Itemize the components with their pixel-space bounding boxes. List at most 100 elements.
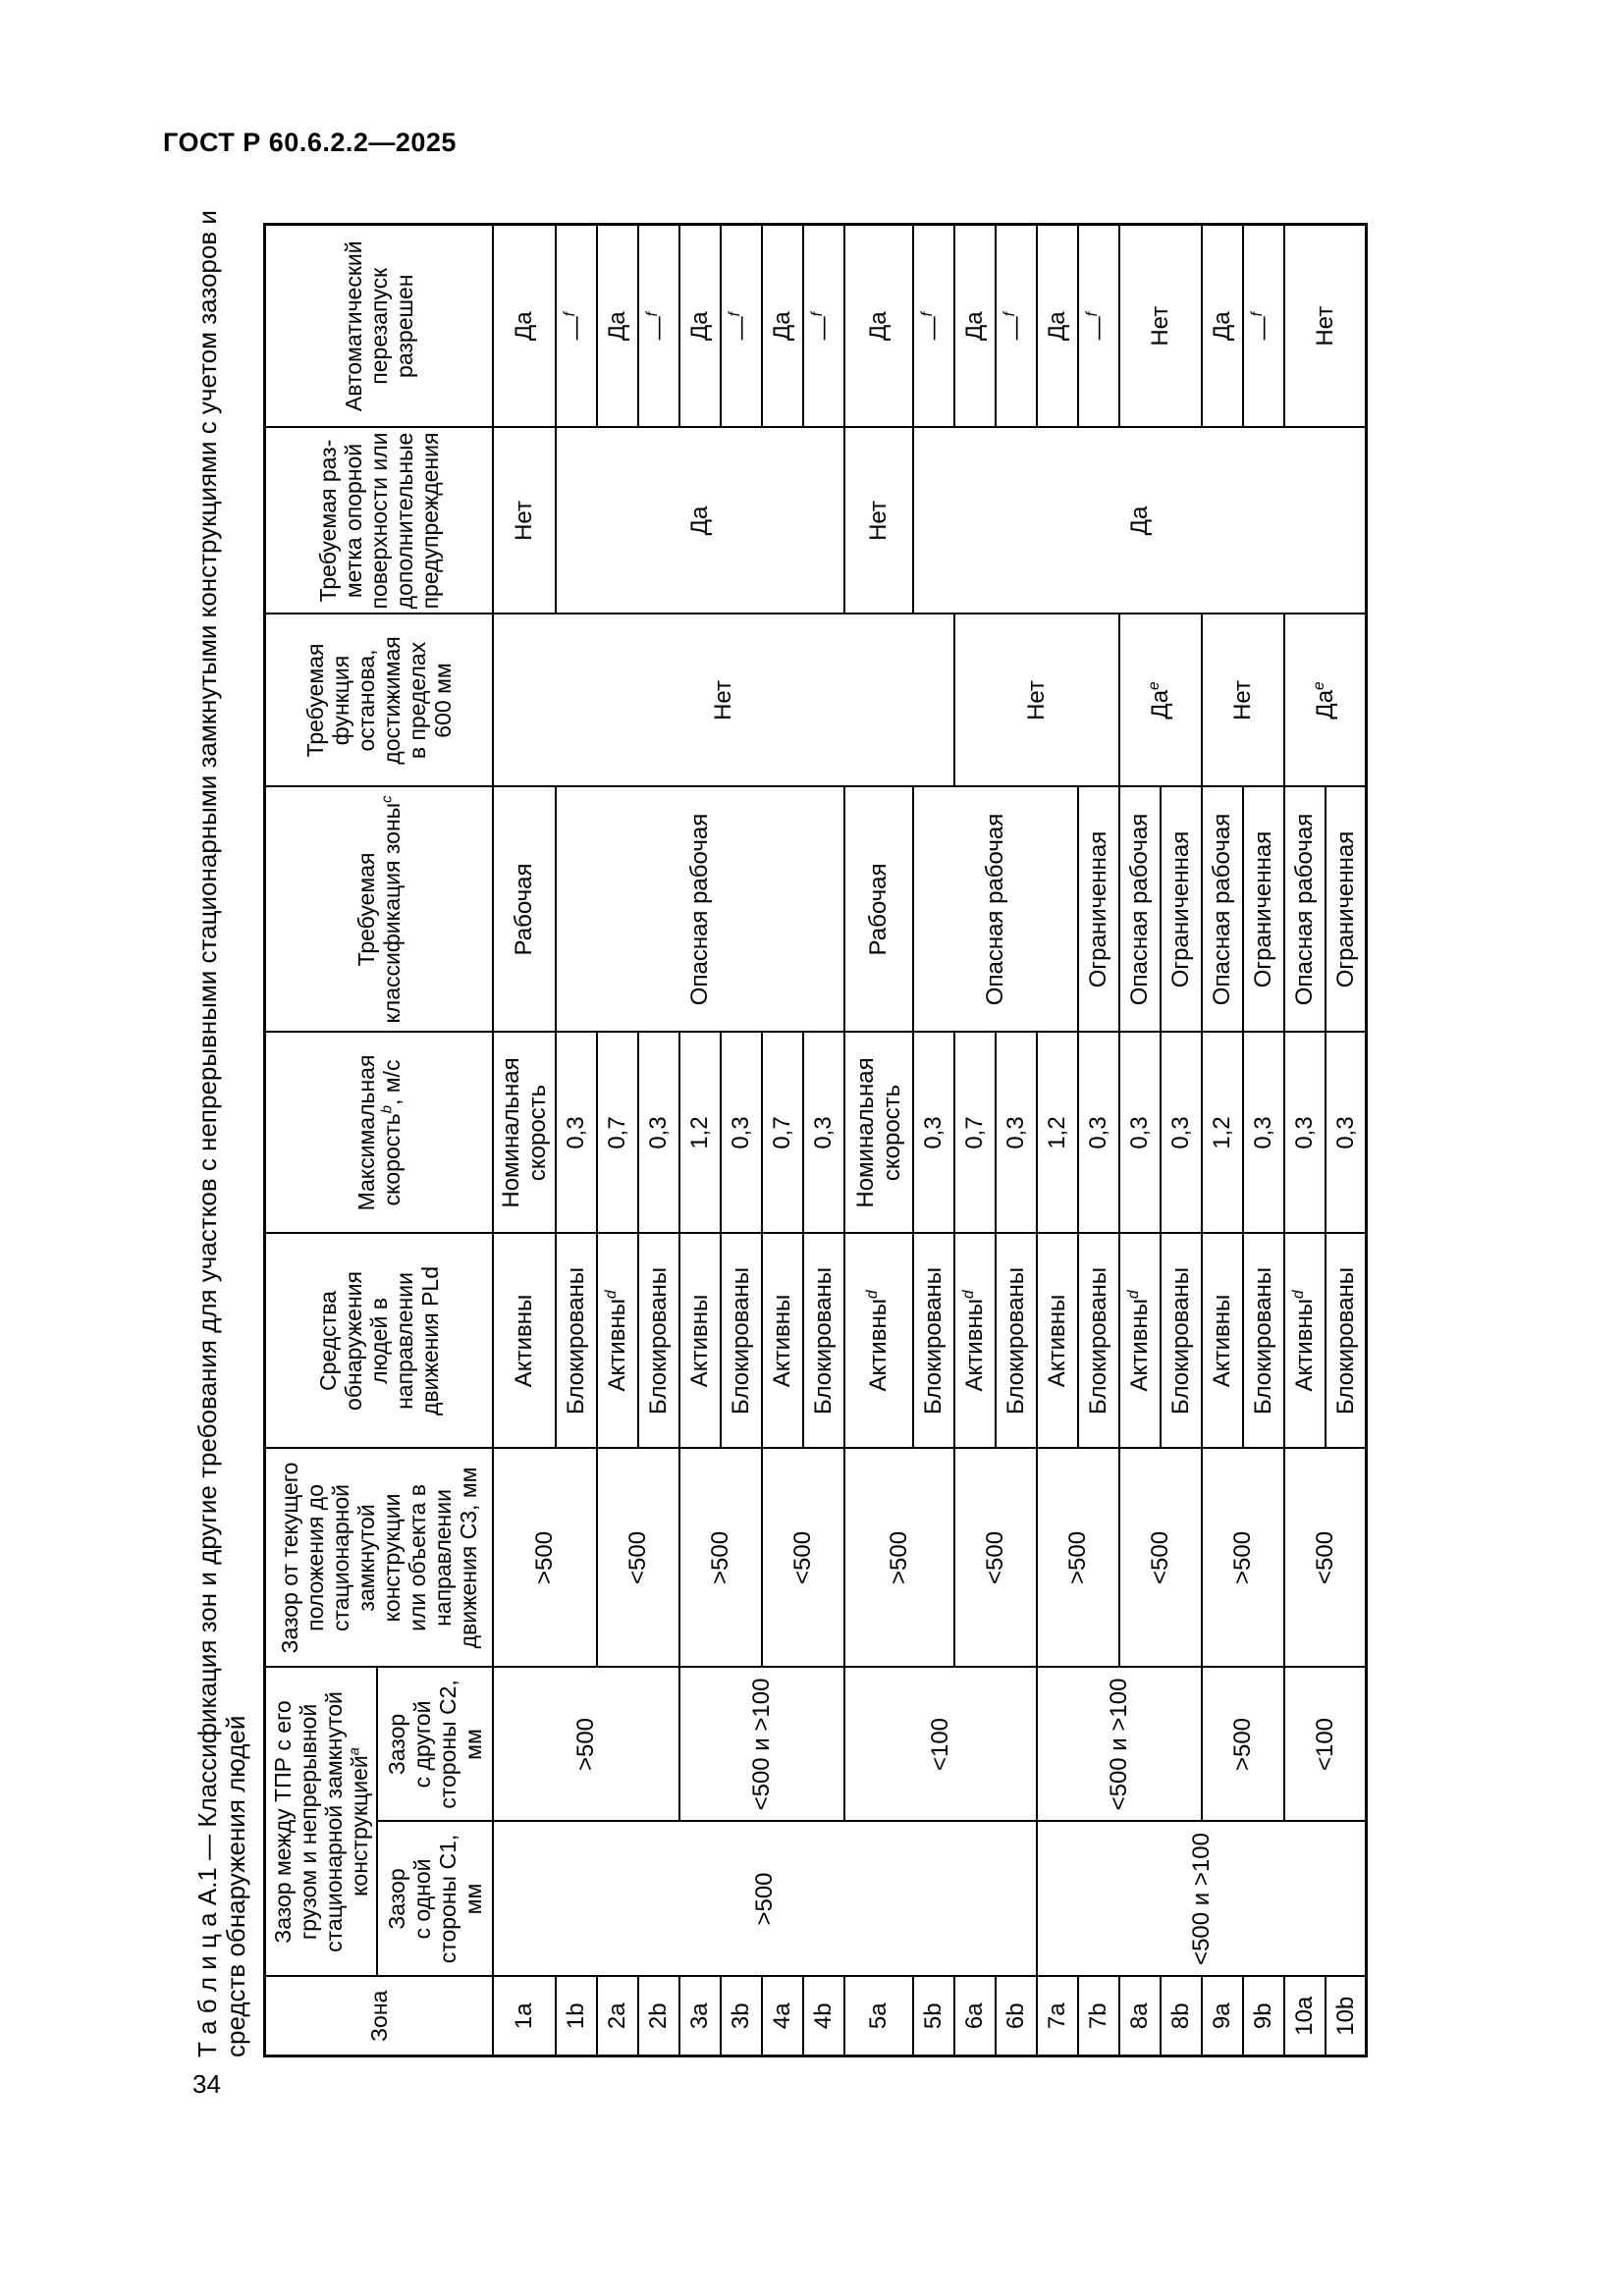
cell-detection-2b: Блокированы <box>637 1233 679 1449</box>
cell-detection-1a: Активны <box>492 1233 556 1449</box>
cell-speed-9a: 1,2 <box>1201 1032 1243 1234</box>
cell-zone-6b: 6b <box>995 1976 1037 2056</box>
cell-detection-7a: Активны <box>1036 1233 1078 1449</box>
cell-speed-5a: Номинальная скорость <box>843 1032 913 1234</box>
cell-detection-8a: Активныd <box>1118 1233 1161 1449</box>
cell-zone-10b: 10b <box>1325 1976 1367 2056</box>
footnote-mark: с <box>379 795 396 803</box>
cell-c3-1a: >500 <box>492 1448 597 1668</box>
cell-c2-3a: <500 и >100 <box>678 1667 844 1822</box>
cell-detection-8b: Блокированы <box>1160 1233 1202 1449</box>
cell-c3-10a: <500 <box>1283 1448 1367 1668</box>
cell-speed-10b: 0,3 <box>1325 1032 1367 1234</box>
header-classification: Требуемая классификация зоныс <box>264 786 493 1033</box>
rotated-table-block: Т а б л и ц а А.1 — Классификация зон и … <box>192 210 1368 2057</box>
footnote-mark: f <box>1001 312 1018 317</box>
cell-zone-7b: 7b <box>1077 1976 1119 2056</box>
cell-restart-4a: Да <box>761 224 803 428</box>
table-caption-line2: средств обнаружения людей <box>221 1715 250 2057</box>
cell-zone-6a: 6a <box>953 1976 996 2056</box>
cell-speed-7a: 1,2 <box>1036 1032 1078 1234</box>
cell-classification-1b: Опасная рабочая <box>555 786 844 1033</box>
cell-detection-9a: Активны <box>1201 1233 1243 1449</box>
cell-stop-9a: Нет <box>1201 614 1284 787</box>
cell-classification-10b: Ограниченная <box>1325 786 1367 1033</box>
cell-speed-1b: 0,3 <box>555 1032 597 1234</box>
footnote-mark: d <box>864 1290 881 1300</box>
cell-c3-5a: >500 <box>843 1448 954 1668</box>
cell-restart-9a: Да <box>1201 224 1243 428</box>
header-restart: Автоматический перезапуск разрешен <box>264 224 493 428</box>
cell-marking-5b: Да <box>912 427 1367 614</box>
header-zone: Зона <box>264 1976 493 2056</box>
cell-zone-7a: 7a <box>1036 1976 1078 2056</box>
cell-restart-8a: Нет <box>1118 224 1202 428</box>
cell-stop-8a: Дае <box>1118 614 1202 787</box>
footnote-mark: d <box>960 1290 977 1300</box>
footnote-mark: е <box>1310 681 1327 690</box>
cell-detection-9b: Блокированы <box>1242 1233 1284 1449</box>
cell-detection-7b: Блокированы <box>1077 1233 1119 1449</box>
cell-speed-7b: 0,3 <box>1077 1032 1119 1234</box>
header-stop: Требуемая функция останова, достижимая в… <box>264 614 493 787</box>
cell-speed-10a: 0,3 <box>1283 1032 1326 1234</box>
cell-detection-4a: Активны <box>761 1233 803 1449</box>
running-header: ГОСТ Р 60.6.2.2—2025 <box>163 128 457 157</box>
cell-c2-7a: <500 и >100 <box>1036 1667 1202 1822</box>
footnote-mark: d <box>603 1290 620 1300</box>
cell-c2-1a: >500 <box>492 1667 679 1822</box>
header-c2: Зазор с другой стороны С2, мм <box>376 1667 493 1822</box>
cell-speed-6b: 0,3 <box>995 1032 1037 1234</box>
cell-restart-5b: —f <box>912 224 954 428</box>
cell-speed-2b: 0,3 <box>637 1032 679 1234</box>
cell-speed-2a: 0,7 <box>596 1032 638 1234</box>
cell-c3-2a: <500 <box>596 1448 679 1668</box>
header-speed: Максимальная скоростьb, м/с <box>264 1032 493 1234</box>
cell-stop-10a: Дае <box>1283 614 1367 787</box>
cell-zone-5a: 5a <box>843 1976 913 2056</box>
table-caption-line1: Т а б л и ц а А.1 — Классификация зон и … <box>192 210 222 2057</box>
cell-zone-8b: 8b <box>1160 1976 1202 2056</box>
cell-classification-9a: Опасная рабочая <box>1201 786 1243 1033</box>
header-detection: Средства обнаружения людей в направлении… <box>264 1233 493 1449</box>
cell-speed-4a: 0,7 <box>761 1032 803 1234</box>
cell-c1-1a: >500 <box>492 1821 1037 1977</box>
cell-detection-4b: Блокированы <box>802 1233 844 1449</box>
cell-restart-3b: —f <box>720 224 762 428</box>
cell-zone-9a: 9a <box>1201 1976 1243 2056</box>
cell-speed-6a: 0,7 <box>953 1032 996 1234</box>
footnote-mark: а <box>347 1747 363 1756</box>
cell-zone-3b: 3b <box>720 1976 762 2056</box>
cell-speed-9b: 0,3 <box>1242 1032 1284 1234</box>
cell-classification-5a: Рабочая <box>843 786 913 1033</box>
footnote-mark: f <box>1249 312 1266 317</box>
header-c1: Зазор с одной стороны С1, мм <box>376 1821 493 1977</box>
cell-restart-5a: Да <box>843 224 913 428</box>
header-c3: Зазор от текущего положения до стационар… <box>264 1448 493 1668</box>
cell-zone-5b: 5b <box>912 1976 954 2056</box>
cell-restart-7a: Да <box>1036 224 1078 428</box>
cell-zone-2b: 2b <box>637 1976 679 2056</box>
cell-zone-10a: 10a <box>1283 1976 1326 2056</box>
cell-stop-1a: Нет <box>492 614 954 787</box>
cell-marking-1b: Да <box>555 427 844 614</box>
cell-detection-5b: Блокированы <box>912 1233 954 1449</box>
cell-speed-1a: Номинальная скорость <box>492 1032 556 1234</box>
cell-restart-9b: —f <box>1242 224 1284 428</box>
cell-detection-6a: Активныd <box>953 1233 996 1449</box>
cell-c3-6a: <500 <box>953 1448 1037 1668</box>
cell-c2-5a: <100 <box>843 1667 1037 1822</box>
cell-detection-1b: Блокированы <box>555 1233 597 1449</box>
cell-c3-3a: >500 <box>678 1448 762 1668</box>
cell-restart-1b: —f <box>555 224 597 428</box>
cell-restart-7b: —f <box>1077 224 1119 428</box>
cell-zone-4a: 4a <box>761 1976 803 2056</box>
footnote-mark: f <box>644 312 661 317</box>
cell-detection-5a: Активныd <box>843 1233 913 1449</box>
cell-classification-1a: Рабочая <box>492 786 556 1033</box>
cell-detection-10a: Активныd <box>1283 1233 1326 1449</box>
cell-detection-3a: Активны <box>678 1233 721 1449</box>
cell-speed-3a: 1,2 <box>678 1032 721 1234</box>
cell-c1-7a: <500 и >100 <box>1036 1821 1367 1977</box>
zone-classification-table: Зона Зазор между ТПР с его грузом и непре… <box>263 222 1368 2057</box>
